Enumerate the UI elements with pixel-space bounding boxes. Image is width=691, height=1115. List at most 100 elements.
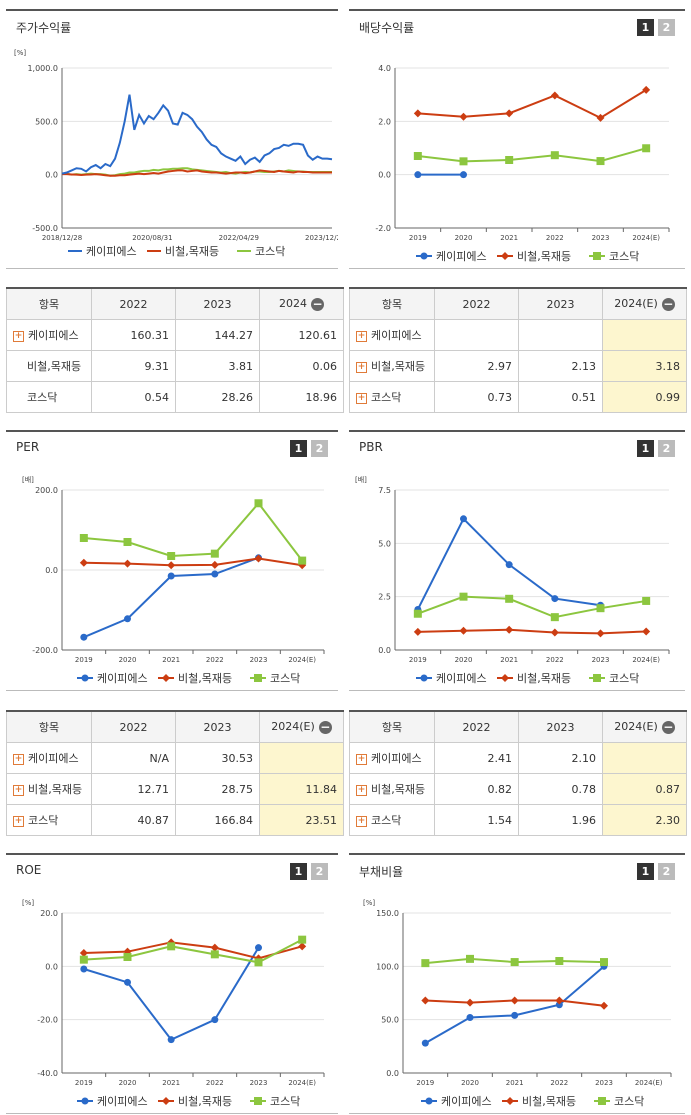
x-tick-label: 2020 bbox=[455, 656, 473, 664]
row-name-cell: + 코스닥 bbox=[6, 804, 92, 836]
data-point bbox=[550, 613, 559, 622]
table-row: + 케이피에스 2.41 2.10 bbox=[349, 742, 687, 774]
per-view-2-button[interactable]: 2 bbox=[311, 440, 328, 457]
stock-return-title: 주가수익률 bbox=[16, 21, 72, 35]
collapse-column-button[interactable]: − bbox=[661, 719, 675, 734]
column-header-label: 2022 bbox=[119, 720, 148, 734]
x-tick-label: 2022/04/29 bbox=[219, 234, 259, 242]
expand-row-plus-icon[interactable]: + bbox=[13, 815, 24, 827]
x-tick-label: 2024(E) bbox=[635, 1079, 663, 1087]
data-point bbox=[413, 627, 422, 636]
data-point bbox=[80, 965, 88, 973]
row-name-cell: + 케이피에스 bbox=[349, 742, 435, 774]
x-tick-label: 2020 bbox=[461, 1079, 479, 1087]
table-header-row: 항목 2022 2023 2024(E) − bbox=[349, 287, 687, 320]
x-tick-label: 2022 bbox=[546, 234, 564, 242]
column-header: 2022 bbox=[91, 710, 176, 743]
column-header: 2023 bbox=[175, 287, 260, 320]
row-name-cell: + 케이피에스 bbox=[6, 319, 92, 351]
series-line-0 bbox=[424, 965, 605, 1045]
pbr-panel: PBR 1 2 [배] 7.5 5.0 2.5 0.0 2019 2020 2021 2022 2… bbox=[349, 430, 685, 691]
per-view-1-button[interactable]: 1 bbox=[290, 440, 307, 457]
column-header-label: 2023 bbox=[546, 720, 575, 734]
row-name-label: 비철,목재등 bbox=[371, 783, 426, 796]
data-point bbox=[511, 1011, 519, 1019]
expand-row-plus-icon[interactable]: + bbox=[356, 784, 367, 796]
dividend-view-2-button[interactable]: 2 bbox=[658, 19, 675, 36]
expand-row-plus-icon[interactable]: + bbox=[13, 784, 24, 796]
legend-label-2: 코스닥 bbox=[609, 672, 639, 685]
x-tick-label: 2024(E) bbox=[632, 656, 660, 664]
legend-marker-0 bbox=[420, 252, 428, 260]
row-name-cell: + 비철,목재등 bbox=[349, 350, 435, 382]
column-header-label: 2022 bbox=[462, 297, 491, 311]
debt-view-1-button[interactable]: 1 bbox=[637, 863, 654, 880]
data-point bbox=[596, 629, 605, 638]
legend-label-2: 코스닥 bbox=[270, 672, 300, 685]
pbr-view-2-button[interactable]: 2 bbox=[658, 440, 675, 457]
per-chart: [배]200.0 0.0 -200.0 2019 2020 2021 2022 2023 202… bbox=[22, 475, 325, 685]
y-tick-label: 0.0 bbox=[386, 1069, 399, 1078]
row-name-cell: + 케이피에스 bbox=[6, 742, 92, 774]
column-header: 2024(E) − bbox=[602, 287, 687, 320]
expand-row-plus-icon[interactable]: + bbox=[356, 361, 367, 373]
dividend-title: 배당수익률 bbox=[359, 21, 415, 35]
x-tick-label: 2020/08/31 bbox=[132, 234, 172, 242]
value-cell: 0.54 bbox=[91, 381, 176, 413]
data-point bbox=[167, 1036, 175, 1044]
legend-marker-1 bbox=[162, 1097, 170, 1105]
expand-row-plus-icon[interactable]: + bbox=[356, 330, 367, 342]
collapse-column-button[interactable]: − bbox=[318, 719, 332, 734]
column-header: 2022 bbox=[434, 710, 519, 743]
value-cell: 0.87 bbox=[602, 773, 687, 805]
y-tick-label: -200.0 bbox=[32, 646, 58, 655]
data-point bbox=[459, 157, 468, 166]
x-tick-label: 2021 bbox=[500, 656, 518, 664]
data-point bbox=[123, 538, 132, 546]
legend-label-1: 비철,목재등 bbox=[522, 1095, 576, 1108]
collapse-column-button[interactable]: − bbox=[311, 296, 324, 311]
column-header: 2023 bbox=[518, 287, 603, 320]
data-point bbox=[298, 935, 307, 944]
value-cell: 9.31 bbox=[91, 350, 176, 382]
table-row: + 비철,목재등 0.82 0.78 0.87 bbox=[349, 773, 687, 805]
y-tick-label: -20.0 bbox=[37, 1016, 58, 1025]
dividend-view-1-button[interactable]: 1 bbox=[637, 19, 654, 36]
roe-view-2-button[interactable]: 2 bbox=[311, 863, 328, 880]
legend-marker-1 bbox=[162, 674, 170, 682]
row-name-label: 케이피에스 bbox=[371, 329, 422, 342]
roe-view-1-button[interactable]: 1 bbox=[290, 863, 307, 880]
legend-label-1: 비철,목재등 bbox=[517, 250, 571, 263]
data-point bbox=[466, 1014, 474, 1022]
legend-label-2: 코스닥 bbox=[614, 1095, 644, 1108]
column-header: 항목 bbox=[6, 287, 92, 320]
column-header: 항목 bbox=[6, 710, 92, 743]
column-header-label: 2023 bbox=[203, 297, 232, 311]
row-name-cell: 비철,목재등 bbox=[6, 350, 92, 382]
expand-row-plus-icon[interactable]: + bbox=[356, 815, 367, 827]
row-name-label: 케이피에스 bbox=[28, 329, 79, 342]
series-line-0 bbox=[61, 94, 333, 175]
chart-legend: 케이피에스 비철,목재등 코스닥 bbox=[416, 672, 639, 685]
table-header-row: 항목 2022 2023 2024− bbox=[6, 287, 344, 320]
series-line-1 bbox=[417, 628, 647, 635]
legend-label-0: 케이피에스 bbox=[86, 245, 137, 258]
column-header-label: 항목 bbox=[381, 721, 403, 734]
pbr-view-1-button[interactable]: 1 bbox=[637, 440, 654, 457]
expand-row-plus-icon[interactable]: + bbox=[13, 753, 24, 765]
roe-panel: ROE 1 2 [%] 20.0 0.0 -20.0 -40.0 2019 2020 2021… bbox=[6, 853, 338, 1114]
value-cell: 3.81 bbox=[175, 350, 260, 382]
expand-row-plus-icon[interactable]: + bbox=[356, 753, 367, 765]
pbr-title: PBR bbox=[359, 440, 383, 454]
column-header: 2022 bbox=[91, 287, 176, 320]
data-point bbox=[421, 959, 430, 968]
expand-row-plus-icon[interactable]: + bbox=[356, 392, 367, 404]
column-header-label: 2024(E) bbox=[614, 297, 658, 311]
data-point bbox=[555, 996, 564, 1005]
data-point bbox=[505, 156, 514, 164]
debt-view-2-button[interactable]: 2 bbox=[658, 863, 675, 880]
column-header: 2024(E) − bbox=[602, 710, 687, 743]
data-point bbox=[421, 996, 430, 1005]
expand-row-plus-icon[interactable]: + bbox=[13, 330, 24, 342]
collapse-column-button[interactable]: − bbox=[661, 296, 675, 311]
